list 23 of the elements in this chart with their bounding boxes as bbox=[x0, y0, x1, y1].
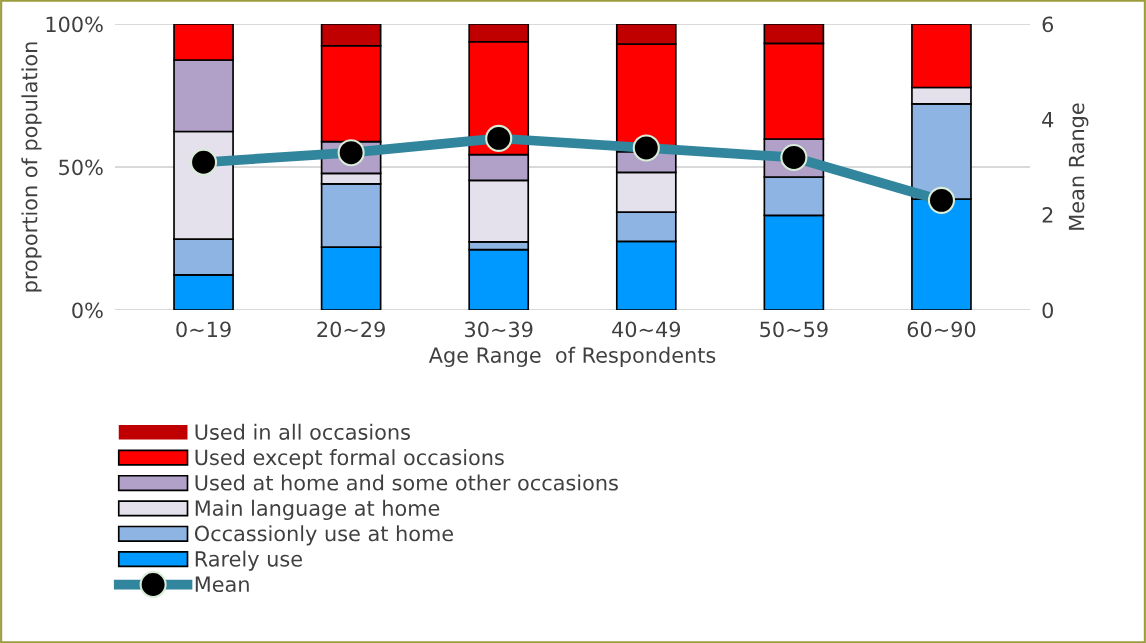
legend-label: Mean bbox=[195, 576, 249, 593]
legend-label: Used at home and some other occasions bbox=[195, 474, 618, 491]
x-axis-title: Age Range of Respondents bbox=[428, 346, 716, 367]
y2-axis-title: Mean Range bbox=[1068, 103, 1089, 230]
y2-tick-label: 6 bbox=[1042, 16, 1054, 33]
legend-label: Main language at home bbox=[195, 499, 440, 521]
x-tick-label: 50~59 bbox=[760, 321, 828, 338]
legend-label: Used except formal occasions bbox=[195, 449, 504, 470]
x-tick-label: 60~90 bbox=[907, 321, 976, 338]
legend-label: Occassionly use at home bbox=[194, 525, 454, 546]
y2-tick-label: 0 bbox=[1042, 302, 1053, 319]
y-tick-label: 0% bbox=[72, 302, 103, 319]
y2-tick-label: 2 bbox=[1042, 207, 1053, 223]
x-tick-label: 40~49 bbox=[612, 321, 681, 338]
y-axis-title: proportion of population bbox=[21, 42, 42, 292]
x-tick-label: 0~19 bbox=[176, 321, 231, 338]
y-tick-label: 100% bbox=[46, 16, 103, 33]
x-tick-label: 30~39 bbox=[465, 321, 533, 338]
legend-label: Rarely use bbox=[195, 550, 302, 571]
y2-tick-label: 4 bbox=[1042, 112, 1054, 128]
y-tick-label: 50% bbox=[59, 159, 103, 176]
x-tick-label: 20~29 bbox=[317, 321, 385, 338]
legend-label: Used in all occasions bbox=[195, 423, 410, 440]
